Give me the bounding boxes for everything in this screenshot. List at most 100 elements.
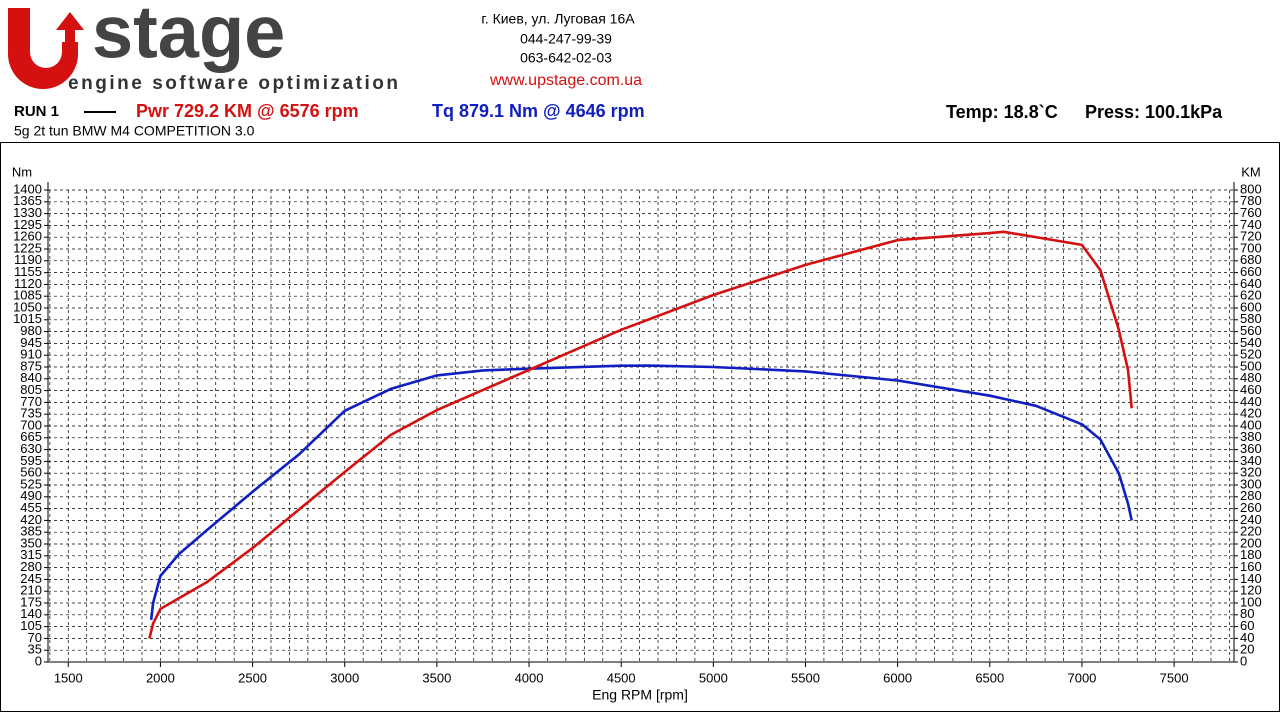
y2-tick-label: 100 [1240, 594, 1262, 609]
y-tick-label: 315 [20, 547, 42, 562]
y2-tick-label: 420 [1240, 406, 1262, 421]
y2-tick-label: 580 [1240, 311, 1262, 326]
x-tick-label: 7500 [1160, 670, 1189, 685]
logo-u [8, 8, 78, 89]
y-tick-label: 1120 [14, 276, 42, 291]
y-tick-label: 1050 [13, 299, 42, 314]
y-tick-label: 805 [20, 382, 42, 397]
y-tick-label: 980 [20, 323, 42, 338]
x-tick-label: 4000 [515, 670, 544, 685]
y2-tick-label: 140 [1240, 571, 1262, 586]
y-tick-label: 945 [20, 335, 42, 350]
subtitle: 5g 2t tun BMW M4 COMPETITION 3.0 [14, 123, 255, 139]
website: www.upstage.com.ua [489, 72, 642, 89]
y2-tick-label: 740 [1240, 217, 1262, 232]
y2-tick-label: 460 [1240, 382, 1262, 397]
y2-tick-label: 560 [1240, 323, 1262, 338]
y-tick-label: 70 [28, 630, 42, 645]
y2-axis-label: KM [1241, 164, 1261, 179]
y2-tick-label: 800 [1240, 181, 1262, 196]
y-tick-label: 1260 [13, 229, 42, 244]
y-tick-label: 210 [20, 583, 42, 598]
y-tick-label: 735 [20, 406, 42, 421]
x-tick-label: 5000 [699, 670, 728, 685]
torque-peak: Tq 879.1 Nm @ 4646 rpm [432, 101, 645, 121]
x-tick-label: 1500 [54, 670, 83, 685]
y2-tick-label: 760 [1240, 205, 1262, 220]
x-axis-label: Eng RPM [rpm] [592, 687, 688, 703]
y2-tick-label: 660 [1240, 264, 1262, 279]
y-tick-label: 525 [20, 476, 42, 491]
y-tick-label: 455 [20, 500, 42, 515]
y2-tick-label: 440 [1240, 394, 1262, 409]
x-tick-label: 7000 [1067, 670, 1096, 685]
y2-tick-label: 500 [1240, 358, 1262, 373]
series-line [148, 230, 1133, 639]
y-tick-label: 420 [20, 512, 42, 527]
y-tick-label: 1155 [14, 264, 42, 279]
y-tick-label: 1225 [13, 240, 42, 255]
chart-frame [0, 142, 1280, 712]
y2-tick-label: 0 [1240, 653, 1247, 668]
y2-tick-label: 380 [1240, 429, 1262, 444]
y2-tick-label: 340 [1240, 453, 1262, 468]
y-tick-label: 840 [20, 370, 42, 385]
y2-tick-label: 280 [1240, 488, 1262, 503]
y2-tick-label: 180 [1240, 547, 1262, 562]
y-tick-label: 1190 [14, 252, 42, 267]
x-tick-label: 4500 [607, 670, 636, 685]
y-tick-label: 105 [20, 618, 42, 633]
logo [8, 8, 84, 89]
y-tick-label: 875 [20, 358, 42, 373]
y2-tick-label: 240 [1240, 512, 1262, 527]
y2-tick-label: 220 [1240, 524, 1262, 539]
y-tick-label: 385 [20, 524, 42, 539]
y-tick-label: 0 [35, 653, 42, 668]
phone: 044-247-99-39 [520, 31, 612, 47]
y2-tick-label: 520 [1240, 347, 1262, 362]
y-tick-label: 245 [20, 571, 42, 586]
y-tick-label: 1365 [13, 193, 42, 208]
pressure: Press: 100.1kPa [1085, 102, 1223, 122]
y2-tick-label: 720 [1240, 229, 1262, 244]
x-tick-label: 3000 [330, 670, 359, 685]
y-tick-label: 1400 [13, 181, 42, 196]
temperature: Temp: 18.8`C [946, 102, 1058, 122]
y-tick-label: 1295 [13, 217, 42, 232]
y2-tick-label: 540 [1240, 335, 1262, 350]
y2-tick-label: 200 [1240, 535, 1262, 550]
y-axis-label: Nm [12, 164, 32, 179]
y2-tick-label: 80 [1240, 606, 1254, 621]
x-tick-label: 5500 [791, 670, 820, 685]
y2-tick-label: 120 [1240, 583, 1262, 598]
logo-arrow [56, 12, 84, 50]
x-tick-label: 3500 [422, 670, 451, 685]
y2-tick-label: 40 [1240, 630, 1254, 645]
y2-tick-label: 680 [1240, 252, 1262, 267]
y2-tick-label: 780 [1240, 193, 1262, 208]
y-tick-label: 140 [20, 606, 42, 621]
y2-tick-label: 480 [1240, 370, 1262, 385]
y2-tick-label: 300 [1240, 476, 1262, 491]
y2-tick-label: 60 [1240, 618, 1254, 633]
y-tick-label: 1330 [13, 205, 42, 220]
x-tick-label: 2500 [238, 670, 267, 685]
y2-tick-label: 320 [1240, 465, 1262, 480]
run-label: RUN 1 [14, 103, 59, 120]
y-tick-label: 630 [20, 441, 42, 456]
logo-text: stage [92, 0, 285, 74]
y2-tick-label: 160 [1240, 559, 1262, 574]
y2-tick-label: 700 [1240, 240, 1262, 255]
y2-tick-label: 360 [1240, 441, 1262, 456]
y2-tick-label: 260 [1240, 500, 1262, 515]
y2-tick-label: 600 [1240, 299, 1262, 314]
y-tick-label: 595 [20, 453, 42, 468]
y-tick-label: 700 [20, 417, 42, 432]
y-tick-label: 175 [20, 594, 42, 609]
series-line [149, 364, 1133, 621]
x-tick-label: 2000 [146, 670, 175, 685]
phone: 063-642-02-03 [520, 50, 612, 66]
x-tick-label: 6000 [883, 670, 912, 685]
y-tick-label: 560 [20, 465, 42, 480]
